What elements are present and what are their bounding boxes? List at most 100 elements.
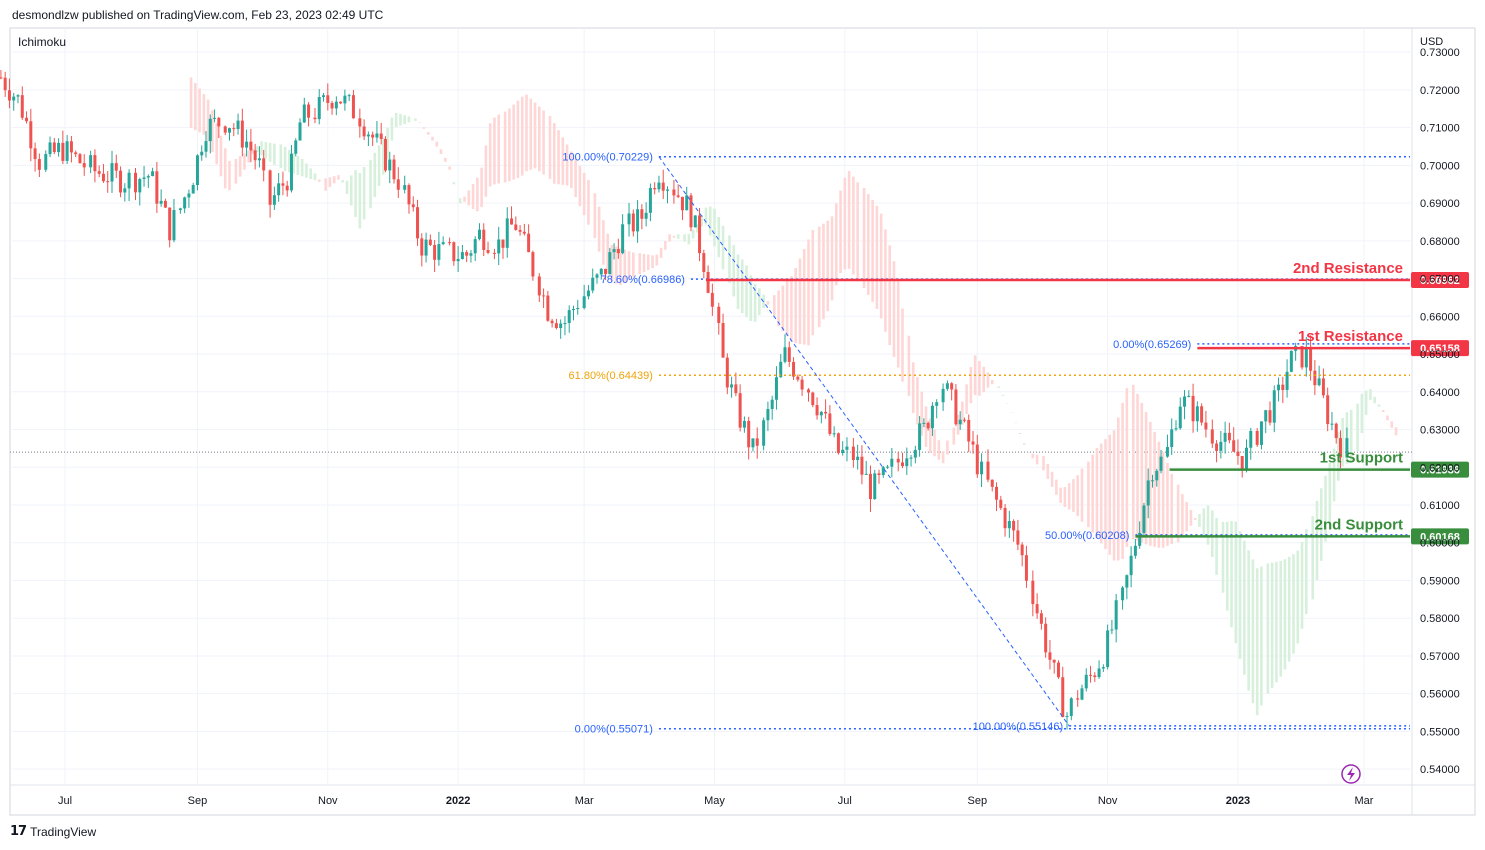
cloud-segment — [1005, 403, 1009, 404]
candle-body — [851, 446, 855, 461]
cloud-segment — [758, 288, 761, 315]
candle-body — [114, 163, 118, 171]
cloud-segment — [736, 254, 740, 310]
cloud-segment — [215, 122, 218, 165]
candle-body — [1321, 378, 1325, 396]
footer-brand[interactable]: 17 TradingView — [10, 824, 96, 839]
cloud-segment — [1332, 448, 1336, 502]
candle-body — [730, 384, 734, 388]
y-tick-label: 0.62000 — [1420, 462, 1460, 474]
candle-body — [1304, 346, 1308, 368]
cloud-segment — [704, 207, 708, 225]
cloud-segment — [1364, 390, 1368, 415]
cloud-segment — [790, 276, 793, 342]
candle-body — [74, 152, 78, 155]
candle-body — [627, 213, 631, 225]
cloud-segment — [1247, 550, 1250, 691]
cloud-segment — [570, 151, 573, 189]
candle-body — [807, 389, 811, 393]
candle-body — [1240, 456, 1244, 470]
cloud-segment — [602, 220, 605, 265]
candle-body — [1165, 447, 1169, 457]
candle-body — [935, 402, 939, 406]
candle-body — [1178, 406, 1182, 429]
candle-body — [1101, 667, 1105, 669]
candle-body — [89, 155, 93, 168]
cloud-segment — [749, 275, 753, 322]
cloud-segment — [1067, 483, 1071, 510]
candle-body — [1110, 629, 1114, 631]
cloud-segment — [830, 216, 834, 301]
candle-body — [571, 309, 575, 311]
candle-body — [253, 150, 257, 161]
x-tick-label: 2022 — [446, 795, 470, 807]
candle-body — [191, 185, 195, 194]
cloud-segment — [740, 259, 744, 314]
cloud-segment — [997, 386, 1000, 389]
cloud-segment — [1046, 463, 1050, 479]
cloud-segment — [1381, 410, 1385, 413]
candle-body — [1183, 396, 1187, 407]
candle-body — [522, 231, 526, 234]
candle-body — [69, 141, 73, 153]
cloud-segment — [1131, 384, 1135, 540]
candle-body — [142, 177, 146, 179]
level-price-badge — [1411, 340, 1469, 357]
lightning-icon[interactable] — [1341, 764, 1361, 784]
candle-body — [339, 101, 343, 104]
candle-body — [469, 253, 473, 256]
cloud-segment — [458, 198, 462, 204]
x-tick-label: Mar — [1355, 795, 1374, 807]
candle-body — [550, 320, 554, 324]
cloud-segment — [508, 108, 511, 182]
x-tick-label: Nov — [318, 795, 338, 807]
cloud-segment — [1136, 393, 1139, 541]
cloud-segment — [839, 190, 842, 273]
price-axis: 0.73000 0.72000 0.71000 0.70000 0.69000 0.680… — [1420, 47, 1460, 776]
candle-body — [653, 188, 657, 190]
candle-body — [824, 411, 828, 414]
x-tick-label: Sep — [188, 795, 208, 807]
y-tick-label: 0.68000 — [1420, 236, 1460, 248]
candle-body — [1223, 432, 1227, 442]
candle-body — [828, 413, 832, 434]
candle-body — [576, 307, 580, 310]
cloud-segment — [794, 268, 797, 344]
fib-trend-line — [658, 156, 1070, 727]
candle-body — [16, 95, 20, 97]
candle-body — [12, 96, 16, 101]
cloud-segment — [403, 115, 407, 125]
candle-body — [792, 361, 796, 377]
candle-body — [65, 141, 69, 161]
candle-body — [1195, 406, 1199, 422]
cloud-segment — [1076, 475, 1080, 517]
cloud-segment — [1328, 462, 1332, 522]
candle-body — [631, 213, 635, 232]
candle-body — [800, 379, 804, 390]
cloud-segment — [811, 229, 815, 336]
candle-body — [698, 215, 702, 254]
candle-body — [347, 95, 351, 97]
cloud-segment — [1059, 487, 1062, 503]
candle-body — [877, 473, 881, 476]
candle-body — [313, 117, 317, 120]
candle-body — [1044, 623, 1048, 653]
cloud-segment — [587, 180, 590, 225]
cloud-segment — [493, 117, 496, 185]
cloud-segment — [1072, 479, 1075, 512]
x-tick-label: Nov — [1098, 795, 1118, 807]
candle-body — [954, 389, 958, 425]
y-tick-label: 0.73000 — [1420, 47, 1460, 59]
cloud-segment — [565, 144, 569, 186]
candle-body — [836, 433, 840, 454]
candle-body — [322, 95, 326, 98]
candle-body — [497, 239, 501, 254]
candle-body — [1048, 652, 1052, 660]
cloud-segment — [305, 163, 308, 178]
candle-body — [388, 159, 392, 171]
cloud-segment — [1319, 488, 1323, 561]
candle-body — [1215, 443, 1219, 451]
cloud-segment — [435, 141, 439, 147]
candle-body — [1093, 675, 1097, 678]
